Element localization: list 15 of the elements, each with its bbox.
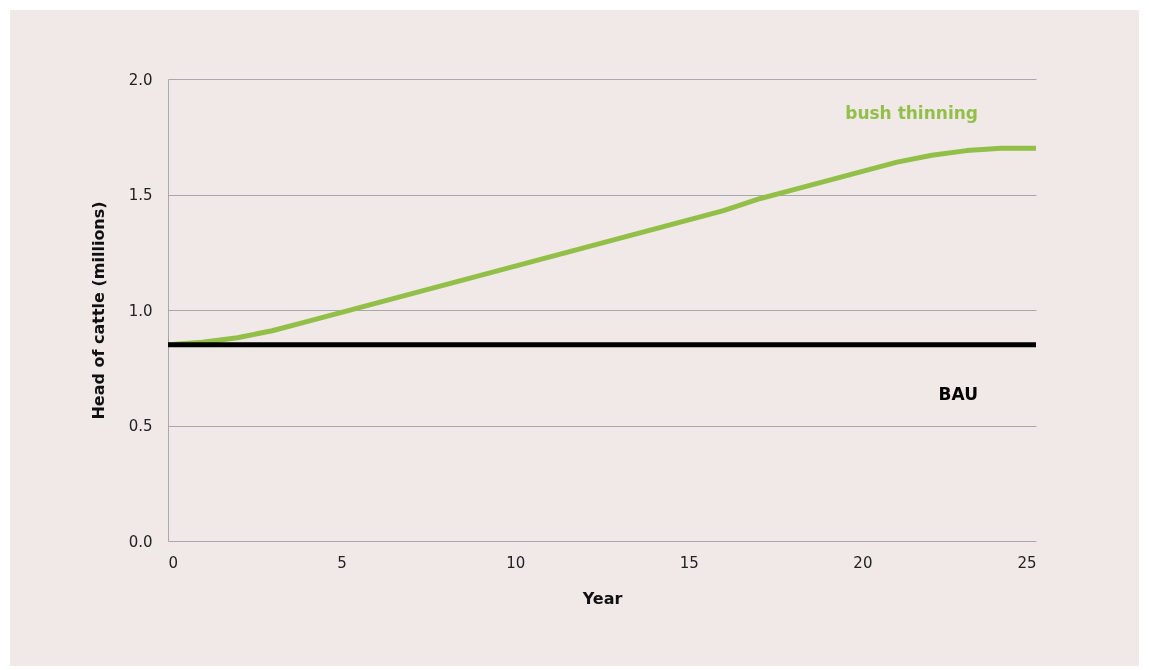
x-tick-label: 0 bbox=[168, 553, 179, 572]
series-label: bush thinning bbox=[845, 103, 978, 124]
text: BAU bbox=[938, 383, 978, 404]
y-tick-label: 2.0 bbox=[128, 70, 153, 89]
y-axis-title: Head of cattle (millions) bbox=[88, 201, 108, 420]
y-tick-label: 0.5 bbox=[128, 417, 153, 435]
y-tick-label: 1.5 bbox=[128, 186, 153, 204]
y-tick-label: 1.0 bbox=[128, 301, 153, 320]
y-tick-label: 0.0 bbox=[128, 532, 153, 551]
x-tick-label: 5 bbox=[337, 553, 347, 572]
x-tick-label: 25 bbox=[1017, 553, 1037, 572]
x-axis-title: Year bbox=[581, 588, 623, 608]
x-tick-label: 20 bbox=[853, 553, 873, 572]
x-tick-label: 10 bbox=[506, 553, 526, 572]
x-tick-label: 15 bbox=[679, 553, 699, 572]
